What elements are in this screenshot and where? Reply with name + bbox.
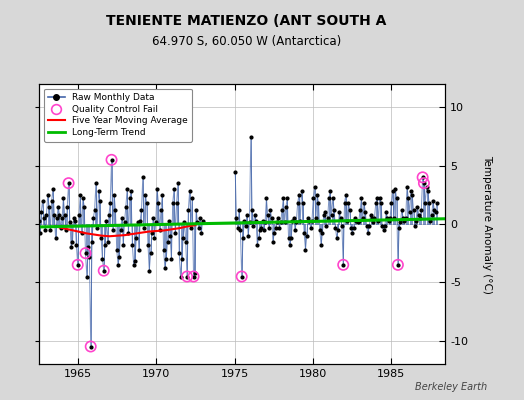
Point [107,157,116,163]
Text: Berkeley Earth: Berkeley Earth [415,382,487,392]
Point [81,250,90,256]
Point [419,174,427,180]
Legend: Raw Monthly Data, Quality Control Fail, Five Year Moving Average, Long-Term Tren: Raw Monthly Data, Quality Control Fail, … [44,88,192,142]
Y-axis label: Temperature Anomaly (°C): Temperature Anomaly (°C) [482,154,492,294]
Point [86,343,95,350]
Point [189,273,198,280]
Point [183,273,191,280]
Point [64,180,73,186]
Text: 64.970 S, 60.050 W (Antarctica): 64.970 S, 60.050 W (Antarctica) [151,35,341,48]
Text: TENIENTE MATIENZO (ANT SOUTH A: TENIENTE MATIENZO (ANT SOUTH A [106,14,387,28]
Point [73,262,82,268]
Point [339,262,347,268]
Point [100,268,108,274]
Point [394,262,402,268]
Point [420,180,428,186]
Point [237,273,246,280]
